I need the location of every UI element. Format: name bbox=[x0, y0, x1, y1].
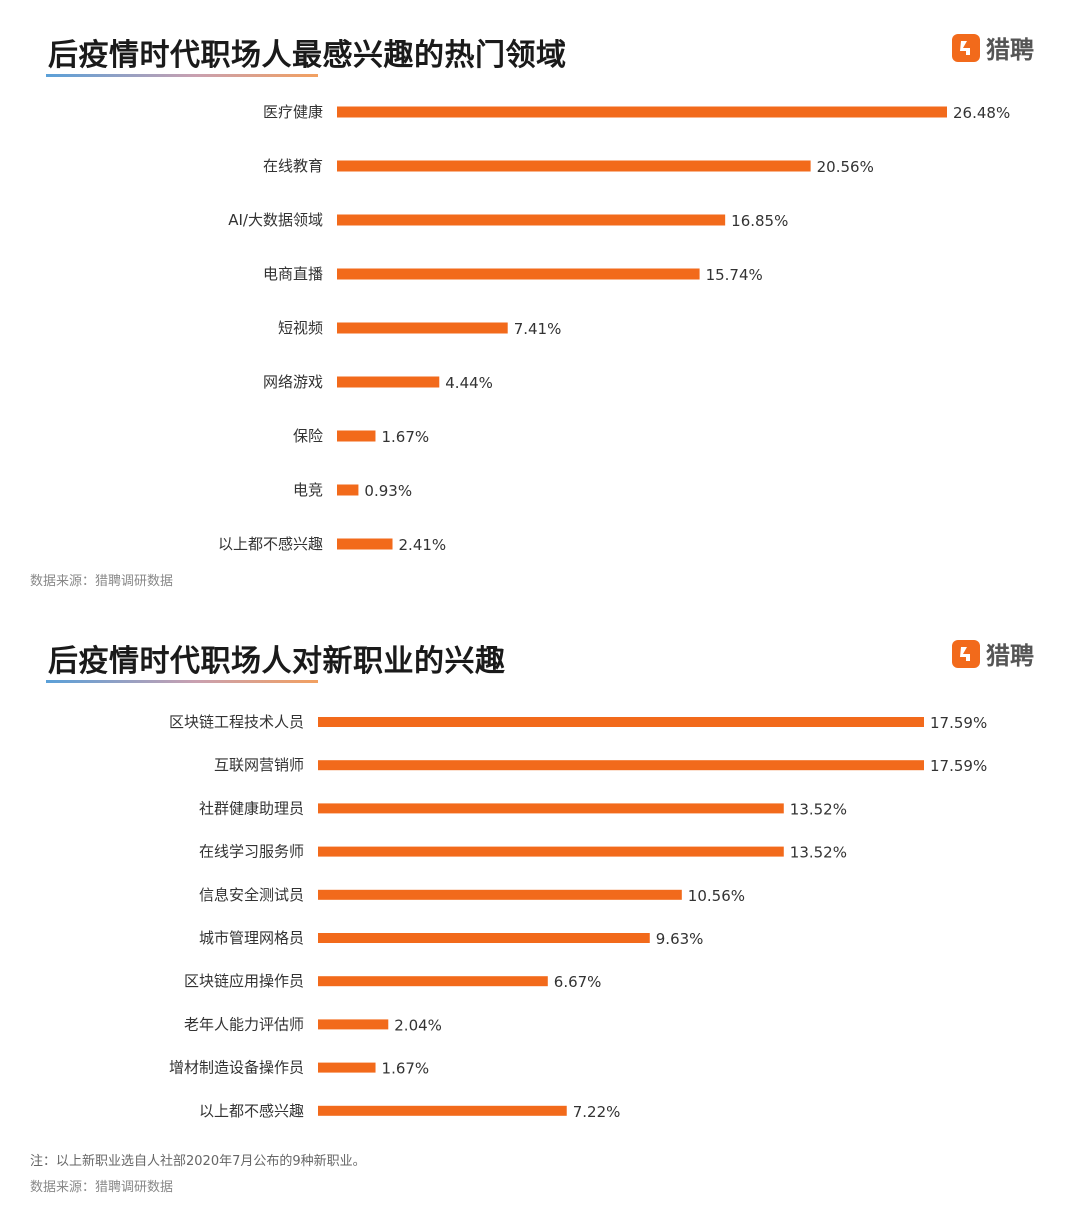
category-label: 增材制造设备操作员 bbox=[169, 1059, 304, 1077]
value-label: 13.52% bbox=[790, 844, 847, 862]
category-label: 电竞 bbox=[293, 481, 323, 499]
liepin-logo-icon bbox=[952, 639, 980, 668]
bar bbox=[318, 717, 924, 727]
value-label: 4.44% bbox=[445, 374, 493, 392]
bar bbox=[318, 976, 548, 987]
bar bbox=[318, 1105, 567, 1116]
chart-panel-hot-fields: 后疫情时代职场人最感兴趣的热门领域 猎聘 医疗健康 26.48% 在线教育 20.56… bbox=[0, 0, 1080, 600]
category-label: 以上都不感兴趣 bbox=[199, 1102, 304, 1120]
bar bbox=[337, 322, 508, 334]
bar-chart-new-occupations: 区块链工程技术人员 17.59% 互联网营销师 17.59% 社群健康助理员 13.52%… bbox=[169, 713, 987, 1121]
bar bbox=[337, 430, 376, 442]
category-label: 城市管理网格员 bbox=[199, 929, 304, 947]
bar bbox=[337, 268, 700, 280]
value-label: 13.52% bbox=[790, 800, 847, 818]
value-label: 15.74% bbox=[706, 266, 763, 284]
bar bbox=[337, 214, 726, 226]
category-label: 网络游戏 bbox=[263, 373, 323, 391]
category-label: 以上都不感兴趣 bbox=[218, 535, 323, 553]
category-label: 社群健康助理员 bbox=[199, 799, 304, 817]
bar bbox=[337, 376, 440, 388]
value-label: 26.48% bbox=[953, 104, 1010, 122]
liepin-logo: 猎聘 bbox=[952, 636, 1034, 671]
bar bbox=[318, 760, 924, 771]
chart-title: 后疫情时代职场人对新职业的兴趣 bbox=[48, 644, 506, 679]
chart-title: 后疫情时代职场人最感兴趣的热门领域 bbox=[48, 38, 567, 73]
value-label: 6.67% bbox=[554, 973, 602, 991]
bar bbox=[318, 846, 784, 857]
category-label: 保险 bbox=[293, 427, 323, 445]
title-underline bbox=[46, 680, 318, 683]
bar bbox=[318, 1062, 376, 1073]
category-label: 在线学习服务师 bbox=[199, 843, 304, 861]
value-label: 7.22% bbox=[573, 1103, 621, 1121]
category-label: 老年人能力评估师 bbox=[184, 1015, 304, 1033]
value-label: 1.67% bbox=[382, 1060, 430, 1078]
value-label: 0.93% bbox=[364, 482, 412, 500]
logo-text: 猎聘 bbox=[986, 36, 1034, 64]
category-label: 短视频 bbox=[278, 319, 323, 337]
category-label: 医疗健康 bbox=[263, 103, 323, 121]
bar bbox=[318, 933, 650, 943]
liepin-logo: 猎聘 bbox=[952, 30, 1034, 65]
value-label: 17.59% bbox=[930, 757, 987, 775]
chart-note: 注：以上新职业选自人社部2020年7月公布的9种新职业。 bbox=[30, 1154, 366, 1169]
category-label: 区块链应用操作员 bbox=[184, 972, 304, 990]
data-source: 数据来源：猎聘调研数据 bbox=[30, 574, 174, 589]
bar bbox=[337, 160, 811, 172]
value-label: 20.56% bbox=[817, 158, 874, 176]
chart-panel-new-occupations: 后疫情时代职场人对新职业的兴趣 猎聘 区块链工程技术人员 17.59% 互联网营销师… bbox=[0, 606, 1080, 1221]
value-label: 2.41% bbox=[399, 536, 447, 554]
category-label: 在线教育 bbox=[263, 157, 323, 175]
bar bbox=[318, 1019, 389, 1030]
bar bbox=[337, 484, 359, 496]
bar bbox=[318, 803, 784, 814]
category-label: 信息安全测试员 bbox=[199, 886, 304, 904]
value-label: 16.85% bbox=[731, 212, 788, 230]
category-label: AI/大数据领域 bbox=[228, 211, 323, 229]
logo-text: 猎聘 bbox=[986, 642, 1034, 670]
bar bbox=[337, 538, 393, 550]
liepin-logo-icon bbox=[952, 33, 980, 62]
data-source: 数据来源：猎聘调研数据 bbox=[30, 1180, 174, 1195]
bar bbox=[337, 106, 947, 118]
value-label: 1.67% bbox=[381, 428, 429, 446]
category-label: 区块链工程技术人员 bbox=[169, 713, 304, 731]
category-label: 互联网营销师 bbox=[214, 756, 304, 774]
value-label: 9.63% bbox=[656, 930, 704, 948]
bar-chart-hot-fields: 医疗健康 26.48% 在线教育 20.56% AI/大数据领域 16.85% 电商直播 15… bbox=[218, 103, 1010, 554]
title-underline bbox=[46, 74, 318, 77]
bar bbox=[318, 889, 682, 900]
value-label: 10.56% bbox=[688, 887, 745, 905]
value-label: 17.59% bbox=[930, 714, 987, 732]
value-label: 2.04% bbox=[394, 1016, 442, 1034]
category-label: 电商直播 bbox=[263, 265, 323, 283]
value-label: 7.41% bbox=[514, 320, 562, 338]
